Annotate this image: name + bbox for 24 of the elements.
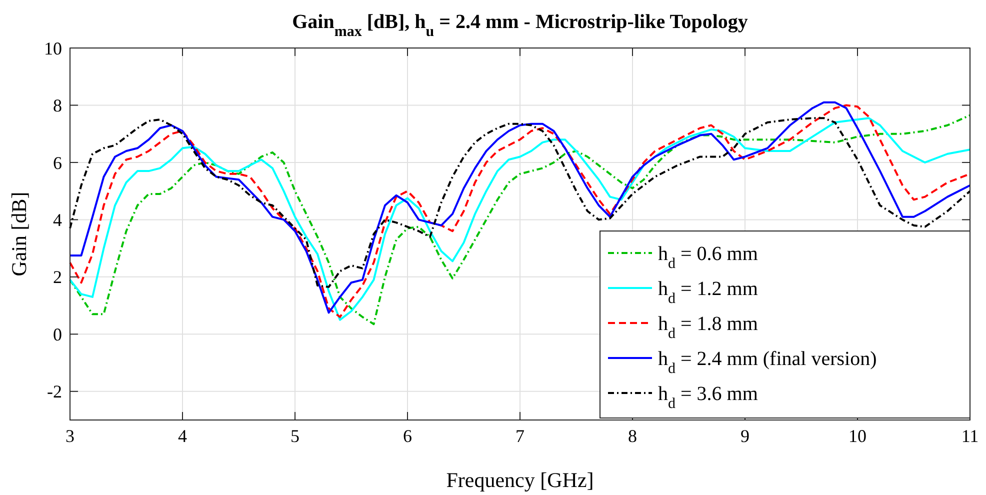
legend-label: h$_{d}$ = 1.2 mm bbox=[658, 278, 758, 307]
legend-label: h$_{d}$ = 3.6 mm bbox=[658, 383, 758, 412]
x-tick-label: 6 bbox=[403, 426, 412, 446]
x-tick-label: 3 bbox=[66, 426, 74, 446]
x-tick-label: 8 bbox=[628, 426, 637, 446]
legend-label: h$_{d}$ = 2.4 mm (final version) bbox=[658, 348, 877, 377]
legend-label: h$_{d}$ = 0.6 mm bbox=[658, 243, 758, 272]
legend-label: h$_{d}$ = 1.8 mm bbox=[658, 313, 758, 342]
x-tick-label: 7 bbox=[516, 426, 524, 446]
y-tick-label: 2 bbox=[53, 267, 62, 288]
chart-title: Gain$_{max}$ [dB], h$_{u}$ = 2.4 mm - Microstrip-like Topology bbox=[292, 11, 748, 40]
y-axis-title: Gain [dB] bbox=[7, 192, 31, 276]
x-tick-label: 5 bbox=[290, 426, 300, 446]
x-tick-label: 4 bbox=[178, 426, 187, 446]
y-tick-label: 6 bbox=[53, 152, 62, 173]
x-tick-label: 9 bbox=[740, 426, 750, 446]
x-axis-title: Frequency [GHz] bbox=[446, 468, 594, 492]
y-tick-label: -2 bbox=[47, 382, 62, 402]
y-tick-label: 0 bbox=[53, 324, 62, 344]
y-tick-label: 10 bbox=[44, 38, 62, 58]
x-tick-label: 10 bbox=[848, 426, 866, 446]
y-tick-label: 8 bbox=[53, 96, 62, 116]
y-tick-label: 4 bbox=[53, 210, 62, 230]
x-tick-label: 11 bbox=[961, 426, 979, 446]
